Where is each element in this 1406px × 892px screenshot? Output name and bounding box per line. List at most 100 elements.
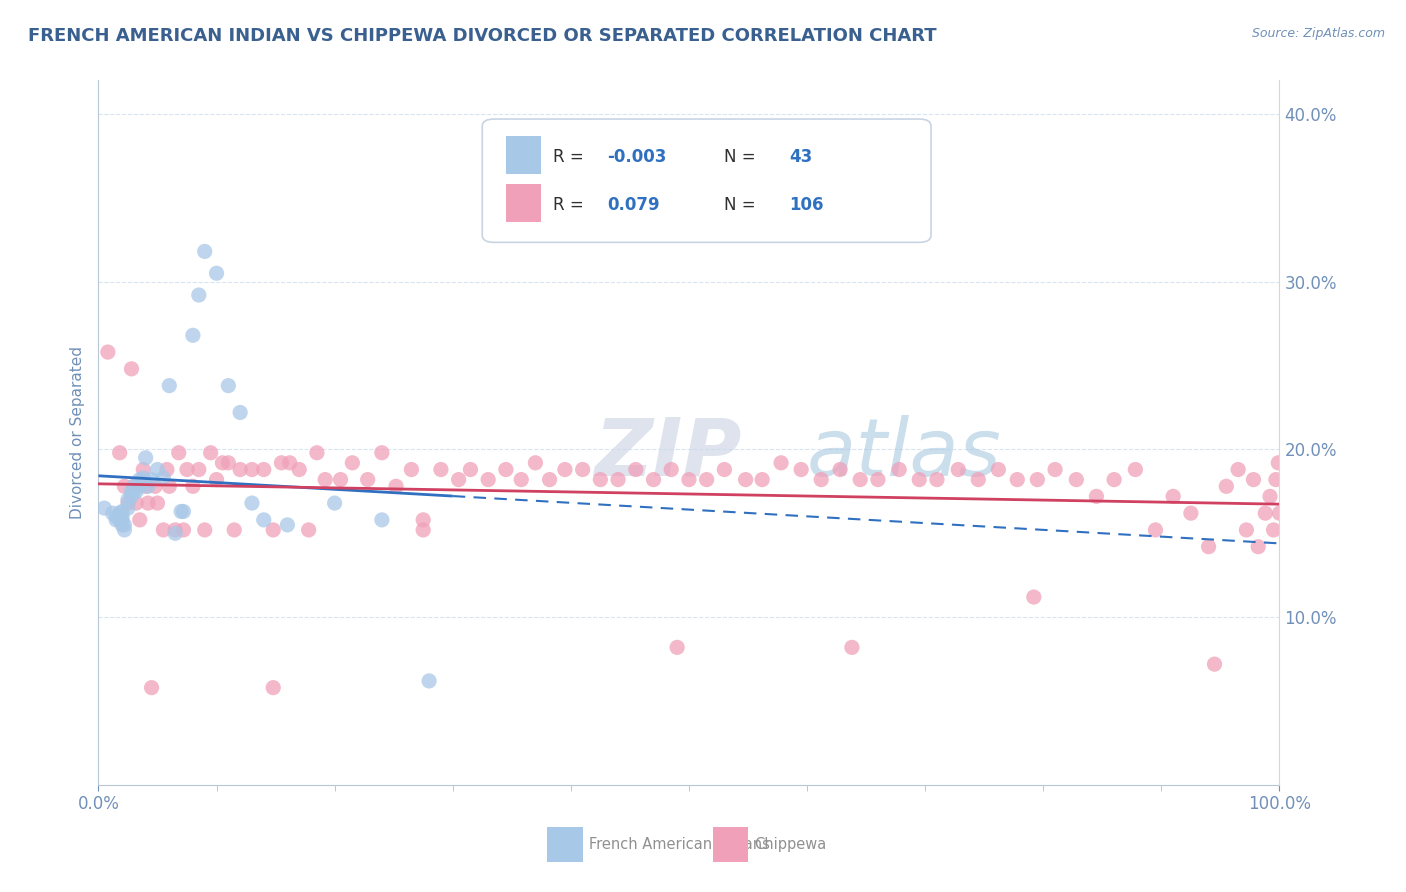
Point [93,501,115,516]
Point [152,471,174,485]
Point [1026,473,1049,487]
Point [97,345,120,359]
Point [240,462,263,476]
Bar [547,827,582,863]
Point [460,462,482,476]
Point [1268,506,1291,520]
Point [229,462,252,476]
Point [810,473,832,487]
Point [181,479,204,493]
Point [571,462,593,476]
Point [1243,473,1265,487]
Point [105,513,128,527]
Point [278,456,301,470]
Text: R =: R = [553,195,589,214]
Point [908,473,931,487]
Point [1007,473,1029,487]
Point [1247,540,1270,554]
Point [111,509,134,524]
FancyBboxPatch shape [482,119,931,243]
Point [135,479,157,493]
Point [1144,523,1167,537]
Point [122,479,145,493]
Point [176,462,198,476]
Text: Source: ZipAtlas.com: Source: ZipAtlas.com [1251,27,1385,40]
Point [165,523,187,537]
Point [136,479,159,493]
Point [194,523,217,537]
Point [172,523,194,537]
Point [418,673,440,688]
Point [830,462,852,476]
Point [270,456,292,470]
Point [121,362,143,376]
Point [1267,456,1289,470]
Point [696,473,718,487]
Point [128,513,150,527]
Point [167,446,190,460]
Point [105,509,128,524]
Point [987,462,1010,476]
Point [253,462,276,476]
Point [412,523,434,537]
Bar [506,184,541,222]
Point [1085,489,1108,503]
Point [1043,462,1066,476]
Point [713,462,735,476]
Point [385,479,408,493]
Point [117,496,139,510]
Point [157,479,180,493]
Point [866,473,889,487]
Point [125,484,148,499]
Point [205,266,228,280]
Point [122,479,145,493]
Point [132,462,155,476]
Point [112,517,135,532]
Text: 43: 43 [789,148,813,166]
Point [1215,479,1237,493]
Point [589,473,612,487]
Point [495,462,517,476]
Point [430,462,453,476]
Point [157,378,180,392]
Point [217,378,239,392]
Point [790,462,813,476]
Point [1227,462,1250,476]
Point [112,523,135,537]
Point [141,473,163,487]
Point [135,450,157,465]
Point [224,523,246,537]
Point [128,479,150,493]
Point [117,501,139,516]
Point [323,496,346,510]
Point [1161,489,1184,503]
Point [510,473,533,487]
Point [447,473,470,487]
Point [200,446,222,460]
Point [1263,523,1285,537]
Point [276,517,298,532]
Point [205,473,228,487]
Point [121,484,143,499]
Point [262,523,284,537]
Text: ZIP: ZIP [595,415,742,492]
Text: -0.003: -0.003 [607,148,666,166]
Point [141,681,163,695]
Point [1204,657,1226,672]
Point [146,496,169,510]
Point [125,496,148,510]
Point [152,523,174,537]
Point [357,473,380,487]
Point [1102,473,1125,487]
Point [371,446,394,460]
Point [108,446,131,460]
Point [1198,540,1220,554]
Point [108,513,131,527]
Point [314,473,336,487]
Point [111,513,134,527]
Bar [506,136,541,174]
Point [1180,506,1202,520]
Point [770,456,793,470]
Point [1022,590,1045,604]
Point [165,526,187,541]
